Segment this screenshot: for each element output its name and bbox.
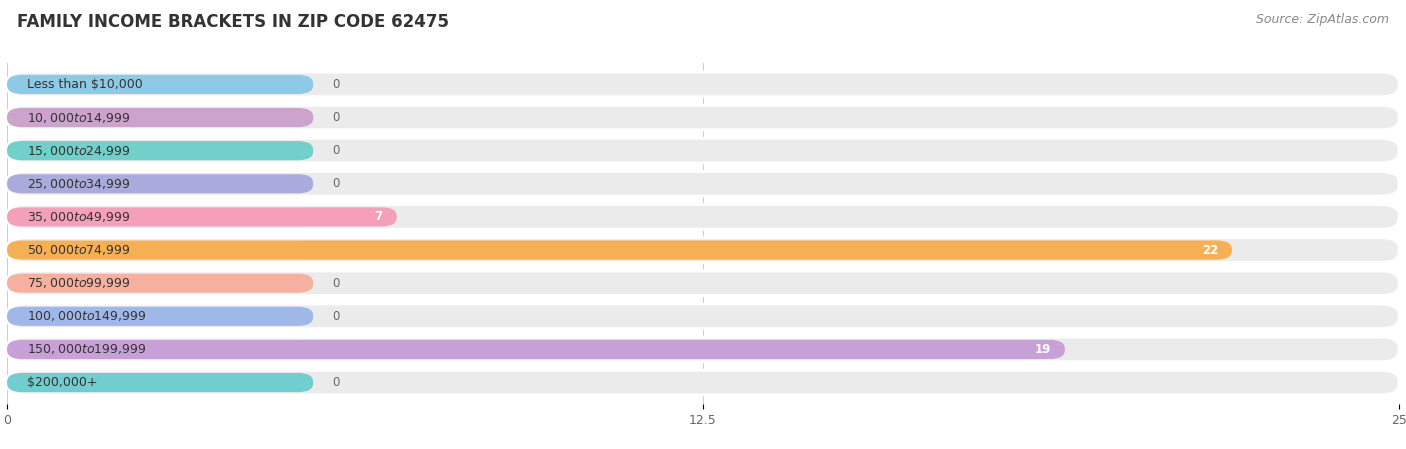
Text: 0: 0: [333, 177, 340, 190]
FancyBboxPatch shape: [7, 75, 314, 94]
FancyBboxPatch shape: [7, 172, 1399, 196]
Text: 0: 0: [333, 376, 340, 389]
Text: $150,000 to $199,999: $150,000 to $199,999: [27, 343, 146, 357]
Text: $25,000 to $34,999: $25,000 to $34,999: [27, 177, 129, 191]
FancyBboxPatch shape: [7, 72, 1399, 97]
FancyBboxPatch shape: [7, 337, 1399, 362]
FancyBboxPatch shape: [7, 205, 1399, 229]
FancyBboxPatch shape: [7, 304, 1399, 329]
FancyBboxPatch shape: [7, 273, 314, 293]
FancyBboxPatch shape: [7, 240, 1232, 260]
Text: 22: 22: [1202, 243, 1218, 256]
Text: $100,000 to $149,999: $100,000 to $149,999: [27, 309, 146, 323]
FancyBboxPatch shape: [7, 307, 314, 326]
FancyBboxPatch shape: [7, 174, 314, 194]
FancyBboxPatch shape: [7, 340, 314, 359]
FancyBboxPatch shape: [7, 238, 1399, 262]
FancyBboxPatch shape: [7, 75, 314, 94]
Text: $50,000 to $74,999: $50,000 to $74,999: [27, 243, 129, 257]
Text: $75,000 to $99,999: $75,000 to $99,999: [27, 276, 129, 290]
Text: Less than $10,000: Less than $10,000: [27, 78, 142, 91]
FancyBboxPatch shape: [7, 207, 314, 227]
Text: 0: 0: [333, 111, 340, 124]
FancyBboxPatch shape: [7, 138, 1399, 163]
FancyBboxPatch shape: [7, 108, 314, 127]
FancyBboxPatch shape: [7, 273, 314, 293]
FancyBboxPatch shape: [7, 141, 314, 160]
FancyBboxPatch shape: [7, 240, 314, 260]
FancyBboxPatch shape: [7, 373, 314, 392]
Text: 0: 0: [333, 277, 340, 290]
Text: Source: ZipAtlas.com: Source: ZipAtlas.com: [1256, 13, 1389, 26]
FancyBboxPatch shape: [7, 105, 1399, 130]
FancyBboxPatch shape: [7, 307, 314, 326]
Text: $35,000 to $49,999: $35,000 to $49,999: [27, 210, 129, 224]
FancyBboxPatch shape: [7, 340, 1064, 359]
Text: $10,000 to $14,999: $10,000 to $14,999: [27, 110, 129, 124]
Text: FAMILY INCOME BRACKETS IN ZIP CODE 62475: FAMILY INCOME BRACKETS IN ZIP CODE 62475: [17, 13, 449, 31]
FancyBboxPatch shape: [7, 207, 396, 227]
FancyBboxPatch shape: [7, 271, 1399, 295]
Text: 0: 0: [333, 78, 340, 91]
Text: $200,000+: $200,000+: [27, 376, 97, 389]
FancyBboxPatch shape: [7, 373, 314, 392]
Text: 19: 19: [1035, 343, 1052, 356]
Text: 7: 7: [375, 211, 382, 224]
FancyBboxPatch shape: [7, 108, 314, 127]
FancyBboxPatch shape: [7, 174, 314, 194]
FancyBboxPatch shape: [7, 370, 1399, 395]
Text: $15,000 to $24,999: $15,000 to $24,999: [27, 144, 129, 158]
FancyBboxPatch shape: [7, 141, 314, 160]
Text: 0: 0: [333, 310, 340, 323]
Text: 0: 0: [333, 144, 340, 157]
